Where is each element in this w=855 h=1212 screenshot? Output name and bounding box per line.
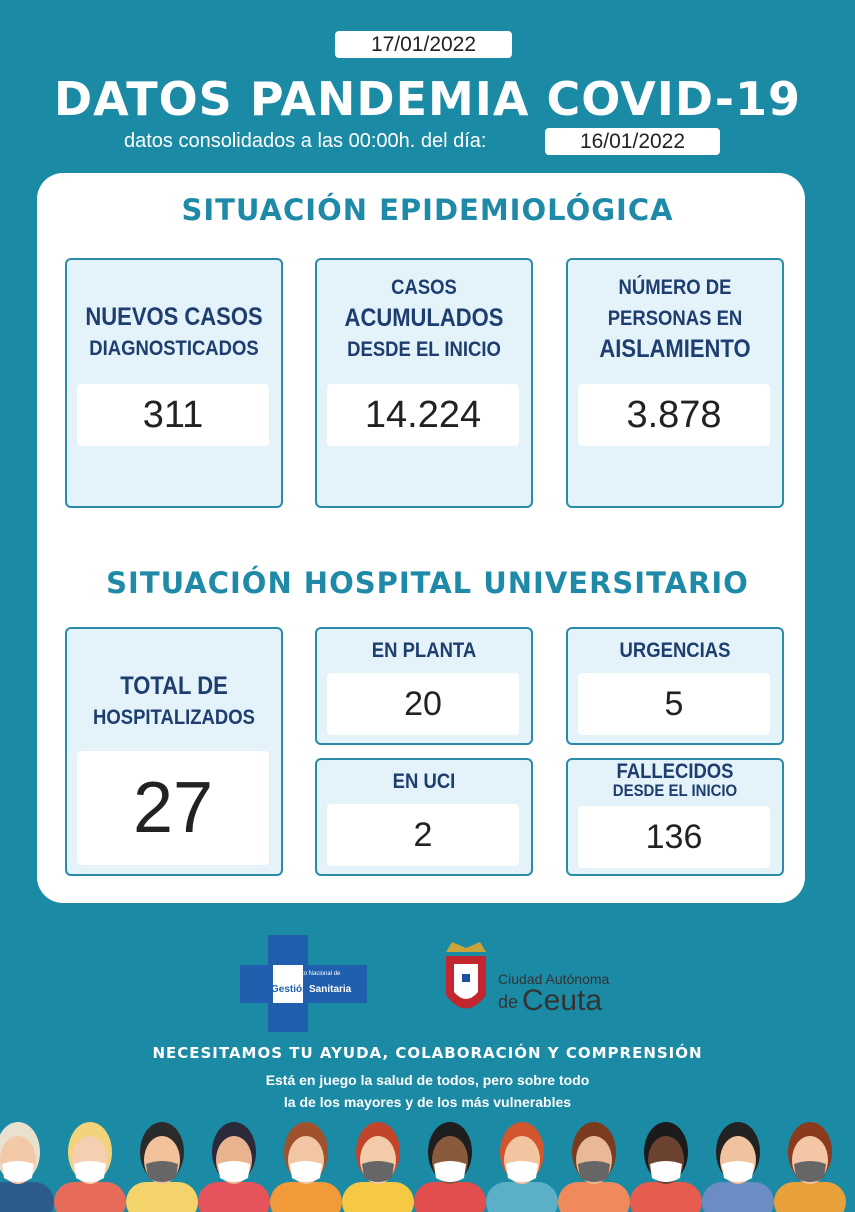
footer-line: Está en juego la salud de todos, pero so… bbox=[265, 1072, 590, 1088]
card-value: 14.224 bbox=[327, 384, 519, 446]
person-shape bbox=[218, 1161, 250, 1182]
label-line: EN PLANTA bbox=[371, 639, 477, 662]
label-line: URGENCIAS bbox=[619, 639, 731, 662]
label-line: EN UCI bbox=[392, 770, 456, 793]
crown bbox=[446, 942, 486, 952]
label-line: NUEVOS CASOS bbox=[85, 303, 263, 331]
logo-text: Ceuta bbox=[522, 984, 602, 1017]
person-shape bbox=[362, 1161, 394, 1182]
logo-text: Gestión bbox=[271, 984, 308, 995]
label-line: PERSONAS EN bbox=[607, 307, 743, 330]
person-shape bbox=[578, 1161, 610, 1182]
person-shape bbox=[434, 1161, 466, 1182]
person-shape bbox=[290, 1161, 322, 1182]
logo-text: Ciudad Autónoma bbox=[498, 971, 610, 987]
card-label: NÚMERO DE PERSONAS EN AISLAMIENTO bbox=[568, 272, 782, 365]
person-shape bbox=[650, 1161, 682, 1182]
label-line: FALLECIDOS bbox=[616, 760, 734, 783]
label-line: NÚMERO DE bbox=[618, 276, 732, 299]
person-shape bbox=[774, 1182, 846, 1212]
card-label: NUEVOS CASOS DIAGNOSTICADOS bbox=[67, 302, 281, 364]
logo-text: de bbox=[498, 992, 518, 1012]
card: CASOS ACUMULADOS DESDE EL INICIO 14.224 bbox=[315, 258, 533, 508]
person-shape bbox=[630, 1182, 702, 1212]
card-value: 5 bbox=[578, 673, 770, 735]
label-line: DIAGNOSTICADOS bbox=[89, 337, 259, 360]
card-value: 3.878 bbox=[578, 384, 770, 446]
data-date: 16/01/2022 bbox=[545, 128, 720, 155]
person-shape bbox=[506, 1161, 538, 1182]
card: URGENCIAS 5 bbox=[566, 627, 784, 745]
person-shape bbox=[722, 1161, 754, 1182]
person-shape bbox=[2, 1161, 34, 1182]
label-line: TOTAL DE bbox=[120, 672, 228, 700]
person-shape bbox=[74, 1161, 106, 1182]
card-label: URGENCIAS bbox=[568, 635, 782, 666]
logo-text: Sanitaria bbox=[309, 984, 352, 995]
ingesa-logo: Instituto Nacional de Gestión Sanitaria bbox=[240, 935, 367, 1032]
card-label: EN UCI bbox=[317, 766, 531, 797]
label-line: DESDE EL INICIO bbox=[347, 338, 501, 361]
person-shape bbox=[558, 1182, 630, 1212]
date: 17/01/2022 bbox=[335, 31, 512, 58]
card: FALLECIDOS DESDE EL INICIO 136 bbox=[566, 758, 784, 876]
card-value: 311 bbox=[77, 384, 269, 446]
card: NUEVOS CASOS DIAGNOSTICADOS 311 bbox=[65, 258, 283, 508]
label-line: ACUMULADOS bbox=[344, 304, 504, 332]
card: EN PLANTA 20 bbox=[315, 627, 533, 745]
title: DATOS PANDEMIA COVID-19 bbox=[53, 72, 802, 126]
person-shape bbox=[270, 1182, 342, 1212]
card-value: 2 bbox=[327, 804, 519, 866]
section-title: SITUACIÓN HOSPITAL UNIVERSITARIO bbox=[106, 566, 749, 600]
footer-line: la de los mayores y de los más vulnerabl… bbox=[283, 1094, 572, 1110]
label-line: AISLAMIENTO bbox=[599, 335, 751, 363]
person-shape bbox=[342, 1182, 414, 1212]
card-label: EN PLANTA bbox=[317, 635, 531, 666]
person-shape bbox=[146, 1161, 178, 1182]
person-shape bbox=[414, 1182, 486, 1212]
subtitle: datos consolidados a las 00:00h. del día… bbox=[124, 130, 487, 152]
logo-text: Instituto Nacional de bbox=[286, 971, 341, 977]
person-shape bbox=[198, 1182, 270, 1212]
card-value: 27 bbox=[77, 751, 269, 865]
label-line: DESDE EL INICIO bbox=[612, 781, 738, 800]
logo-cross bbox=[240, 965, 367, 1003]
person-shape bbox=[702, 1182, 774, 1212]
person-shape bbox=[54, 1182, 126, 1212]
label-line: CASOS bbox=[391, 276, 457, 299]
person-shape bbox=[126, 1182, 198, 1212]
section-title: SITUACIÓN EPIDEMIOLÓGICA bbox=[181, 193, 674, 227]
person-shape bbox=[794, 1161, 826, 1182]
logo-cross bbox=[273, 965, 303, 1003]
person-shape bbox=[0, 1182, 54, 1212]
shield bbox=[462, 974, 470, 982]
people-illustration bbox=[0, 1122, 846, 1212]
footer-headline: NECESITAMOS TU AYUDA, COLABORACIÓN Y COM… bbox=[152, 1044, 703, 1062]
card: NÚMERO DE PERSONAS EN AISLAMIENTO 3.878 bbox=[566, 258, 784, 508]
label-line: HOSPITALIZADOS bbox=[93, 706, 255, 729]
card-value: 20 bbox=[327, 673, 519, 735]
card-value: 136 bbox=[578, 806, 770, 868]
card-label: CASOS ACUMULADOS DESDE EL INICIO bbox=[317, 272, 531, 365]
card: TOTAL DE HOSPITALIZADOS 27 bbox=[65, 627, 283, 876]
card: EN UCI 2 bbox=[315, 758, 533, 876]
card-label: FALLECIDOS DESDE EL INICIO bbox=[568, 760, 782, 800]
card-label: TOTAL DE HOSPITALIZADOS bbox=[67, 671, 281, 733]
person-shape bbox=[486, 1182, 558, 1212]
ceuta-logo: Ciudad Autónoma de Ceuta bbox=[446, 942, 610, 1017]
